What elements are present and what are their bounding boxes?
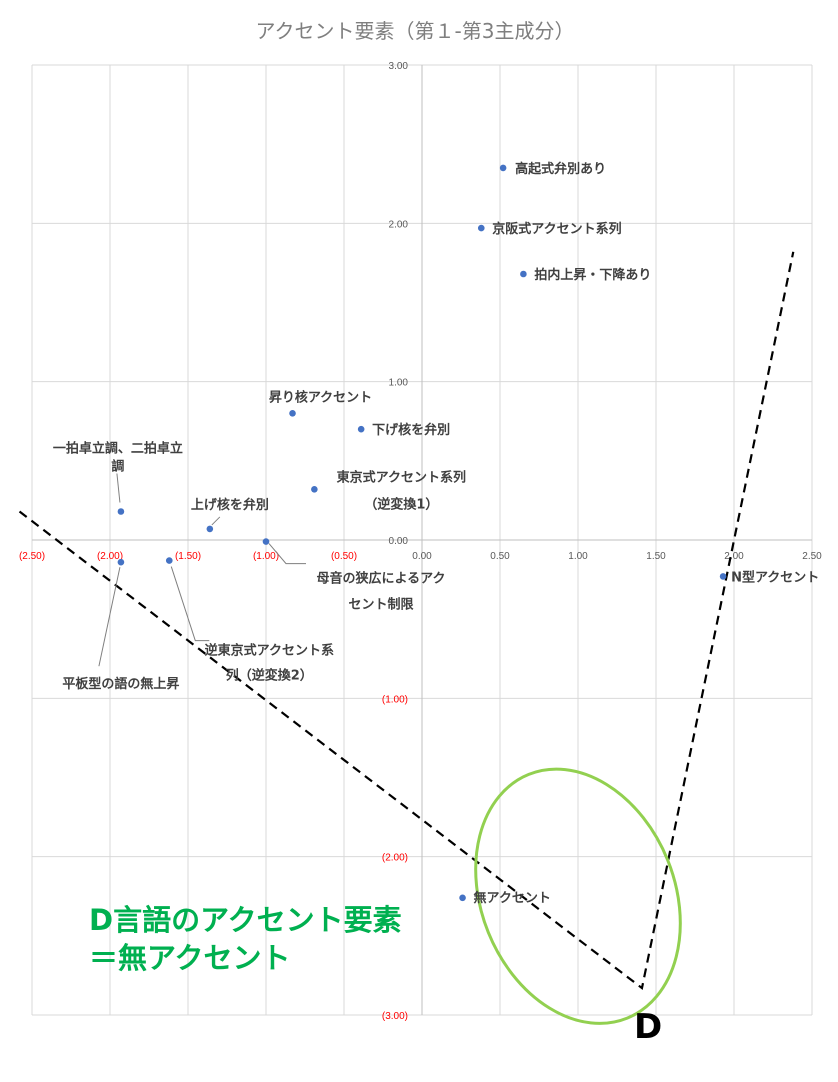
data-point-label-line: 昇り核アクセント — [269, 389, 372, 405]
point-labels: 高起式弁別あり京阪式アクセント系列拍内上昇・下降あり昇り核アクセント下げ核を弁別… — [53, 161, 819, 906]
x-tick-label-7: 1.00 — [568, 551, 588, 562]
data-point-label-line: 調 — [111, 459, 124, 475]
data-point-label-line: 無アクセント — [474, 890, 551, 906]
label-leader-line — [211, 516, 221, 526]
label-leader-line — [116, 473, 121, 503]
annotation-d-language-line2: ＝無アクセント — [89, 941, 291, 975]
annotation-overlay — [18, 251, 795, 1025]
y-tick-label-0: 3.00 — [389, 61, 409, 72]
data-point-label: 無アクセント — [474, 890, 551, 906]
data-point-label: 母音の狭広によるアクセント制限 — [317, 571, 446, 613]
data-point — [499, 164, 507, 172]
x-tick-label-6: 0.50 — [490, 551, 510, 562]
data-point-label-line: 東京式アクセント系列 — [337, 469, 466, 485]
data-point-label: N型アクセント — [731, 569, 819, 585]
data-point-label-line: （逆変換1） — [364, 496, 438, 512]
data-point-label: 拍内上昇・下降あり — [534, 267, 651, 283]
data-point-label: 高起式弁別あり — [515, 161, 606, 177]
data-point-label-line: セント制限 — [348, 597, 414, 613]
x-tick-label-10: 2.50 — [802, 551, 822, 562]
data-point-label-line: 母音の狭広によるアク — [317, 571, 446, 587]
data-point-label-line: 平板型の語の無上昇 — [62, 676, 179, 692]
x-tick-label-0: (2.50) — [19, 551, 45, 562]
data-point — [459, 894, 466, 902]
data-point-label-line: 高起式弁別あり — [515, 161, 606, 177]
data-point-label-line: 逆東京式アクセント系 — [205, 643, 334, 659]
data-point-label: 平板型の語の無上昇 — [62, 676, 179, 692]
data-point — [262, 538, 270, 545]
y-tick-label-5: (2.00) — [382, 853, 408, 864]
highlight-ellipse — [474, 767, 682, 1025]
label-leader-line — [170, 566, 210, 642]
data-point-label: 上げ核を弁別 — [191, 497, 269, 513]
y-tick-label-6: (3.00) — [382, 1011, 408, 1022]
data-point-label-line: 下げ核を弁別 — [372, 422, 450, 438]
data-point — [206, 525, 214, 533]
data-point-label-line: 拍内上昇・下降あり — [534, 267, 651, 283]
tick-labels: (2.50) (2.00) (1.50) (1.00) (0.50) 0.00 0.50 1.… — [19, 61, 822, 1022]
data-point-label-line: N型アクセント — [731, 569, 819, 585]
data-point-label-line: 上げ核を弁別 — [191, 497, 269, 513]
data-point — [289, 410, 296, 417]
x-tick-label-4: (0.50) — [331, 551, 357, 562]
label-leader-line — [98, 567, 121, 667]
data-point — [117, 508, 125, 515]
data-point-label: 逆東京式アクセント系列（逆変換2） — [205, 643, 334, 684]
data-points — [117, 164, 727, 902]
x-tick-label-8: 1.50 — [646, 551, 666, 562]
data-point — [719, 573, 727, 580]
data-point-label-line: 列（逆変換2） — [226, 668, 313, 684]
x-tick-label-1: (2.00) — [97, 551, 123, 562]
data-point — [165, 557, 173, 564]
x-tick-label-2: (1.50) — [175, 551, 201, 562]
data-point-label: 昇り核アクセント — [269, 389, 372, 405]
data-point-label-line: 一拍卓立調、二拍卓立 — [53, 441, 183, 457]
annotation-d-language-line1: D言語のアクセント要素 — [89, 903, 402, 937]
chart-title: アクセント要素（第１-第3主成分） — [256, 19, 575, 43]
data-point — [311, 486, 318, 493]
data-point-label: 一拍卓立調、二拍卓立調 — [53, 441, 183, 475]
y-tick-label-1: 2.00 — [389, 219, 409, 230]
y-tick-label-2: 1.00 — [389, 378, 409, 389]
dashed-boundary-line — [18, 251, 795, 991]
axes — [32, 65, 812, 1015]
data-point — [357, 425, 365, 433]
data-point — [477, 224, 485, 232]
x-tick-label-3: (1.00) — [253, 551, 279, 562]
label-leader-line — [268, 543, 306, 565]
d-marker-label: D — [634, 1007, 662, 1047]
data-point-label: 京阪式アクセント系列 — [492, 221, 621, 237]
data-point — [117, 558, 125, 566]
y-tick-label-3: 0.00 — [389, 536, 409, 547]
data-point — [520, 270, 527, 278]
label-leaders — [98, 473, 306, 667]
y-tick-label-4: (1.00) — [382, 694, 408, 705]
data-point-label: 東京式アクセント系列 （逆変換1） — [337, 469, 466, 512]
data-point-label: 下げ核を弁別 — [372, 422, 450, 438]
x-tick-label-9: 2.00 — [724, 551, 744, 562]
x-tick-label-5: 0.00 — [412, 551, 432, 562]
data-point-label-line: 京阪式アクセント系列 — [492, 221, 621, 237]
